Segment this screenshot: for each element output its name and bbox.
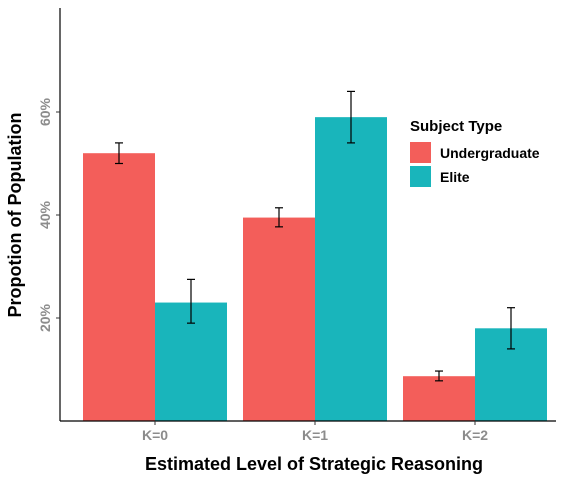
x-ticks-layer: K=0 K=1 K=2 xyxy=(142,421,488,443)
legend-swatch-elite xyxy=(410,166,431,187)
x-tick-label: K=0 xyxy=(142,427,168,443)
errorbar-undergraduate-k1 xyxy=(275,207,283,228)
y-tick-label: 40% xyxy=(37,200,53,229)
bars-layer xyxy=(83,117,547,422)
x-tick-label: K=1 xyxy=(302,427,328,443)
y-tick-label: 20% xyxy=(37,303,53,332)
bar-undergraduate-k2 xyxy=(403,376,475,421)
legend-title: Subject Type xyxy=(410,118,502,135)
errorbar-undergraduate-k2 xyxy=(435,370,443,382)
y-ticks-layer: 20% 40% 60% xyxy=(37,97,60,332)
legend: Subject Type Undergraduate Elite xyxy=(410,118,540,187)
errorbars-layer xyxy=(115,90,515,382)
bar-elite-k1 xyxy=(315,117,387,422)
bar-undergraduate-k0 xyxy=(83,153,155,421)
errorbar-elite-k2 xyxy=(507,307,515,350)
legend-label-undergraduate: Undergraduate xyxy=(440,145,540,161)
legend-label-elite: Elite xyxy=(440,169,470,185)
y-tick-label: 60% xyxy=(37,97,53,126)
errorbar-elite-k0 xyxy=(187,278,195,324)
x-axis-title: Estimated Level of Strategic Reasoning xyxy=(145,454,483,474)
errorbar-elite-k1 xyxy=(347,90,355,144)
errorbar-undergraduate-k0 xyxy=(115,142,123,165)
legend-swatch-undergraduate xyxy=(410,142,431,163)
bar-undergraduate-k1 xyxy=(243,217,315,421)
y-axis-title: Propotion of Population xyxy=(5,113,25,318)
x-tick-label: K=2 xyxy=(462,427,488,443)
